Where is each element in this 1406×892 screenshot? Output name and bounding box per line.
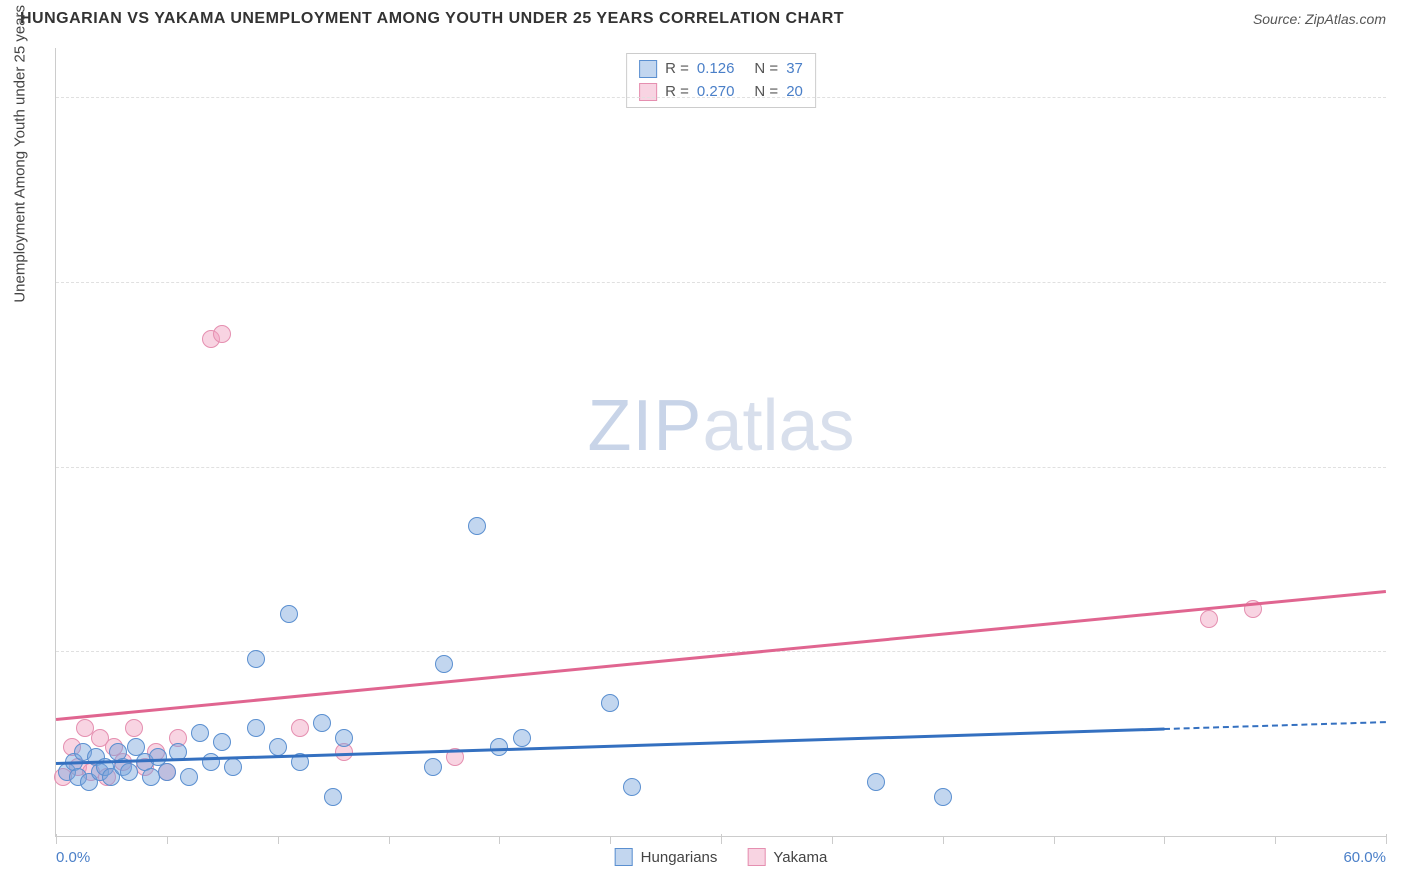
x-tick xyxy=(721,834,722,844)
point-hungarians xyxy=(468,517,486,535)
n-value: 20 xyxy=(786,81,803,104)
r-label: R = xyxy=(665,81,689,104)
grid-line xyxy=(56,97,1386,98)
r-value: 0.126 xyxy=(697,58,735,81)
n-label: N = xyxy=(754,58,778,81)
point-hungarians xyxy=(335,729,353,747)
point-hungarians xyxy=(158,763,176,781)
point-hungarians xyxy=(213,733,231,751)
y-tick-label: 37.5% xyxy=(1391,643,1406,660)
legend-label: Hungarians xyxy=(641,849,718,866)
point-hungarians xyxy=(224,758,242,776)
grid-line xyxy=(56,282,1386,283)
x-minor-tick xyxy=(1164,836,1165,844)
x-tick-label: 60.0% xyxy=(1343,849,1386,866)
legend-label: Yakama xyxy=(773,849,827,866)
point-hungarians xyxy=(513,729,531,747)
x-minor-tick xyxy=(389,836,390,844)
point-hungarians xyxy=(324,788,342,806)
legend-swatch xyxy=(639,60,657,78)
point-hungarians xyxy=(180,768,198,786)
plot-area: ZIPatlas R =0.126N =37R =0.270N =20 Hung… xyxy=(55,48,1386,837)
point-yakama xyxy=(125,719,143,737)
point-hungarians xyxy=(269,738,287,756)
y-tick-label: 150.0% xyxy=(1391,89,1406,106)
stats-legend: R = 0.126 N = 37 R = 0.270 N = 20 xyxy=(626,53,816,108)
chart-container: Unemployment Among Youth under 25 years … xyxy=(55,48,1386,837)
point-hungarians xyxy=(424,758,442,776)
x-tick-label: 0.0% xyxy=(56,849,90,866)
point-hungarians xyxy=(280,605,298,623)
point-yakama xyxy=(291,719,309,737)
legend-item: Yakama xyxy=(747,848,827,866)
n-value: 37 xyxy=(786,58,803,81)
watermark-zip: ZIP xyxy=(587,386,702,466)
point-hungarians xyxy=(601,694,619,712)
chart-title: HUNGARIAN VS YAKAMA UNEMPLOYMENT AMONG Y… xyxy=(20,10,844,28)
x-minor-tick xyxy=(610,836,611,844)
point-hungarians xyxy=(202,753,220,771)
point-yakama xyxy=(213,325,231,343)
x-minor-tick xyxy=(1054,836,1055,844)
point-hungarians xyxy=(867,773,885,791)
y-tick-label: 75.0% xyxy=(1391,458,1406,475)
point-hungarians xyxy=(623,778,641,796)
stats-legend-row: R = 0.126 N = 37 xyxy=(639,58,803,81)
x-minor-tick xyxy=(832,836,833,844)
grid-line xyxy=(56,467,1386,468)
x-minor-tick xyxy=(167,836,168,844)
y-tick-label: 112.5% xyxy=(1391,273,1406,290)
x-tick xyxy=(1386,834,1387,844)
legend-swatch xyxy=(615,848,633,866)
legend-swatch xyxy=(747,848,765,866)
watermark: ZIPatlas xyxy=(587,385,854,467)
x-minor-tick xyxy=(1275,836,1276,844)
point-hungarians xyxy=(313,714,331,732)
r-label: R = xyxy=(665,58,689,81)
n-label: N = xyxy=(754,81,778,104)
watermark-atlas: atlas xyxy=(702,386,854,466)
point-hungarians xyxy=(247,650,265,668)
legend-item: Hungarians xyxy=(615,848,718,866)
point-hungarians xyxy=(191,724,209,742)
x-minor-tick xyxy=(499,836,500,844)
x-minor-tick xyxy=(278,836,279,844)
x-minor-tick xyxy=(943,836,944,844)
stats-legend-row: R = 0.270 N = 20 xyxy=(639,81,803,104)
point-hungarians xyxy=(247,719,265,737)
point-hungarians xyxy=(435,655,453,673)
y-axis-label: Unemployment Among Youth under 25 years xyxy=(12,4,29,302)
point-yakama xyxy=(1200,610,1218,628)
r-value: 0.270 xyxy=(697,81,735,104)
x-tick xyxy=(56,834,57,844)
trend-line-hungarians-dash xyxy=(1164,721,1386,730)
bottom-legend: Hungarians Yakama xyxy=(615,848,828,866)
source-label: Source: ZipAtlas.com xyxy=(1253,11,1386,27)
point-hungarians xyxy=(934,788,952,806)
